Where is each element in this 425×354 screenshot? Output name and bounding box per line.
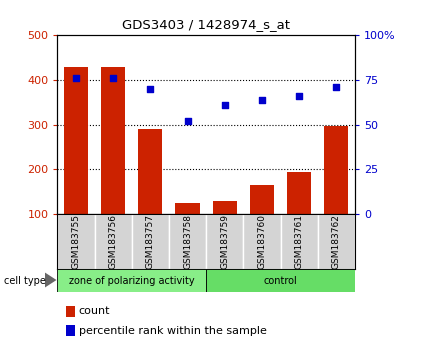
Bar (101, 67, 125, 214)
Point (258, 97, 265, 103)
Text: GSM183760: GSM183760 (258, 214, 266, 269)
Point (221, 102, 228, 108)
Bar (317, 214, 355, 269)
Bar (206, 214, 243, 269)
Point (110, 75, 116, 81)
Text: GSM183755: GSM183755 (71, 214, 80, 269)
Text: GSM183759: GSM183759 (220, 214, 229, 269)
Bar (280, 214, 317, 269)
Text: cell type: cell type (4, 276, 46, 286)
Bar (138, 129, 162, 214)
Bar (206, 269, 355, 292)
Title: GDS3403 / 1428974_s_at: GDS3403 / 1428974_s_at (122, 18, 290, 32)
Bar (287, 172, 311, 214)
Bar (132, 214, 169, 269)
Bar (169, 214, 206, 269)
Text: zone of polarizing activity: zone of polarizing activity (69, 275, 195, 286)
Point (184, 118, 191, 124)
Text: GSM183758: GSM183758 (183, 214, 192, 269)
Point (147, 86, 154, 92)
Point (333, 84, 340, 90)
Bar (243, 214, 280, 269)
Text: GSM183761: GSM183761 (295, 214, 303, 269)
Bar (64, 67, 88, 214)
Polygon shape (45, 272, 57, 288)
Bar (94, 214, 132, 269)
Text: percentile rank within the sample: percentile rank within the sample (79, 326, 266, 336)
Bar (212, 201, 237, 214)
Text: GSM183757: GSM183757 (146, 214, 155, 269)
Bar (176, 203, 200, 214)
Point (73, 75, 79, 81)
Text: control: control (264, 275, 298, 286)
Text: GSM183756: GSM183756 (109, 214, 118, 269)
Bar (324, 126, 348, 214)
Bar (57, 214, 94, 269)
Point (296, 93, 303, 99)
Bar (57, 269, 206, 292)
Text: count: count (79, 306, 110, 316)
Bar (250, 185, 274, 214)
Text: GSM183762: GSM183762 (332, 214, 341, 269)
